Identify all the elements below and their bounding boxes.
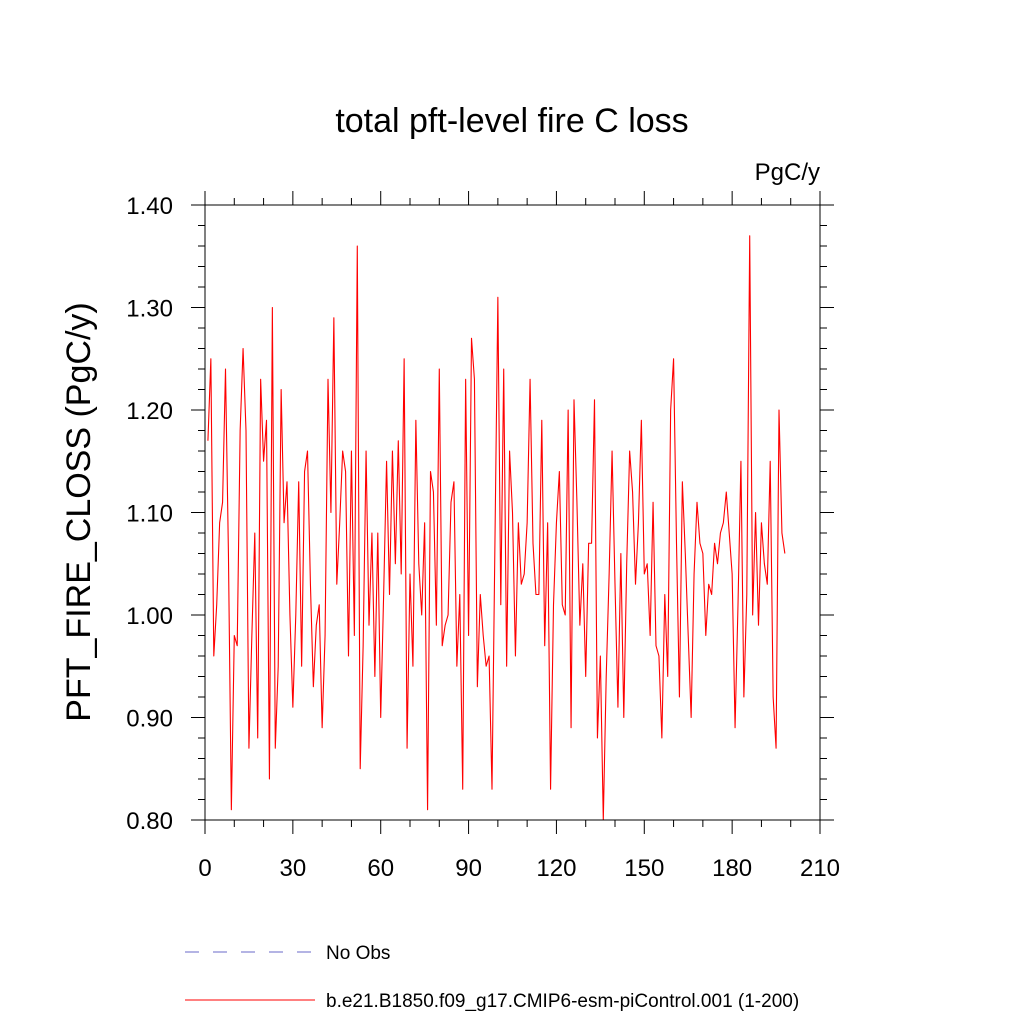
y-tick-label: 1.00 — [126, 603, 173, 630]
x-tick-label: 30 — [280, 855, 307, 882]
y-tick-label: 1.10 — [126, 501, 173, 528]
y-axis-label: PFT_FIRE_CLOSS (PgC/y) — [60, 302, 98, 721]
y-tick-label: 0.90 — [126, 706, 173, 733]
x-tick-label: 90 — [455, 855, 482, 882]
x-tick-label: 180 — [712, 855, 752, 882]
y-tick-label: 0.80 — [126, 808, 173, 835]
x-tick-label: 0 — [198, 855, 211, 882]
y-tick-label: 1.20 — [126, 398, 173, 425]
x-tick-label: 60 — [367, 855, 394, 882]
chart-title: total pft-level fire C loss — [335, 102, 688, 140]
series-line-0 — [207, 235, 786, 821]
y-tick-label: 1.30 — [126, 296, 173, 323]
units-label: PgC/y — [755, 159, 820, 186]
legend: No Obs b.e21.B1850.f09_g17.CMIP6-esm-piC… — [185, 943, 799, 1012]
y-tick-label: 1.40 — [126, 193, 173, 220]
axis-tick-labels: 0 30 60 90 120 150 180 210 0.80 0.90 1.00 1.10 1.20 1… — [126, 193, 840, 882]
plot-area — [204, 204, 821, 821]
x-tick-label: 150 — [624, 855, 664, 882]
legend-label-series: b.e21.B1850.f09_g17.CMIP6-esm-piControl.… — [326, 991, 799, 1012]
legend-label-no-obs: No Obs — [326, 943, 390, 964]
x-tick-label: 120 — [536, 855, 576, 882]
axis-ticks — [191, 191, 834, 834]
x-tick-label: 210 — [800, 855, 840, 882]
